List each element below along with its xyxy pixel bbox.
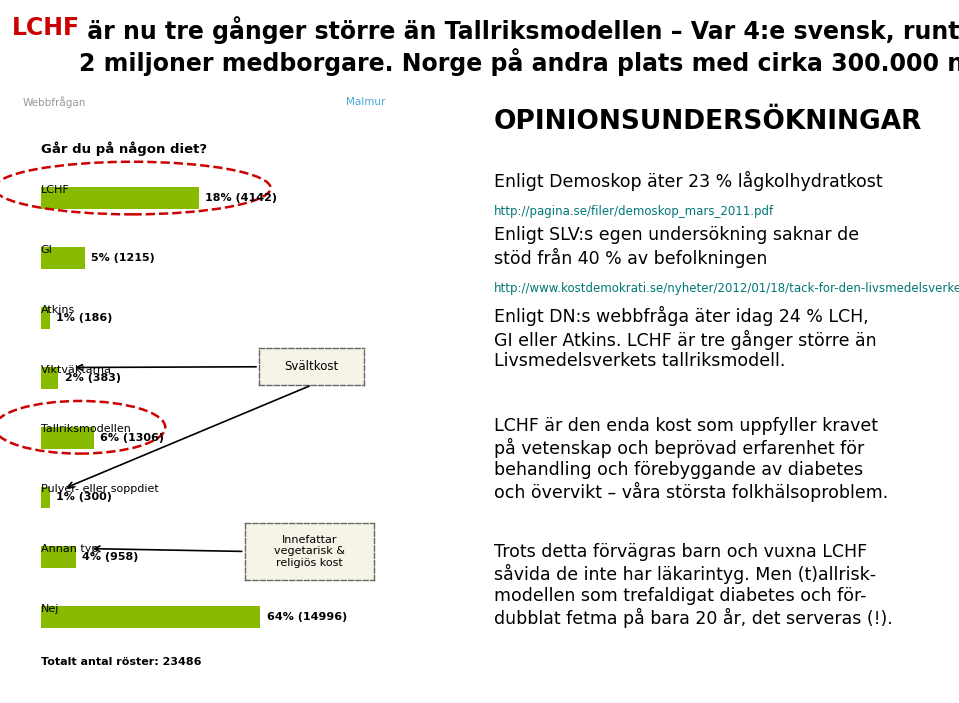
Text: 1% (186): 1% (186) (56, 313, 112, 323)
Text: Webbfrågan: Webbfrågan (23, 96, 86, 108)
Text: Pulver- eller soppdiet: Pulver- eller soppdiet (41, 484, 158, 494)
Text: GI: GI (41, 245, 53, 255)
Text: LCHF: LCHF (41, 185, 70, 195)
FancyBboxPatch shape (41, 307, 50, 329)
Text: OPINIONSUNDERSÖKNINGAR: OPINIONSUNDERSÖKNINGAR (494, 110, 923, 136)
Text: 18% (4142): 18% (4142) (205, 193, 277, 203)
Text: Enligt DN:s webbfråga äter idag 24 % LCH,
GI eller Atkins. LCHF är tre gånger st: Enligt DN:s webbfråga äter idag 24 % LCH… (494, 307, 877, 370)
Text: LCHF är den enda kost som uppfyller kravet
på vetenskap och beprövad erfarenhet : LCHF är den enda kost som uppfyller krav… (494, 417, 888, 503)
Text: Stäng ⨯: Stäng ⨯ (404, 97, 446, 107)
Text: Nej: Nej (41, 604, 59, 614)
Text: 5% (1215): 5% (1215) (91, 253, 154, 263)
Text: Innefattar
vegetarisk &
religiös kost: Innefattar vegetarisk & religiös kost (273, 535, 345, 568)
FancyBboxPatch shape (41, 427, 94, 449)
Text: Annan typ: Annan typ (41, 544, 98, 554)
Text: 6% (1306): 6% (1306) (100, 432, 164, 443)
Text: Atkins: Atkins (41, 305, 75, 315)
Text: Går du på någon diet?: Går du på någon diet? (41, 142, 207, 157)
FancyBboxPatch shape (41, 606, 260, 628)
FancyBboxPatch shape (41, 188, 199, 209)
Text: Totalt antal röster: 23486: Totalt antal röster: 23486 (41, 657, 201, 666)
Text: 2% (383): 2% (383) (65, 373, 121, 383)
Text: Svältkost: Svältkost (285, 360, 339, 373)
Text: Viktväktarna: Viktväktarna (41, 365, 112, 375)
Text: 1% (300): 1% (300) (56, 493, 112, 503)
Text: Tallriksmodellen: Tallriksmodellen (41, 425, 130, 434)
Text: http://www.kostdemokrati.se/nyheter/2012/01/18/tack-for-den-livsmedelsverket/: http://www.kostdemokrati.se/nyheter/2012… (494, 282, 959, 295)
Text: Enligt Demoskop äter 23 % lågkolhydratkost: Enligt Demoskop äter 23 % lågkolhydratko… (494, 171, 882, 191)
FancyBboxPatch shape (41, 486, 50, 508)
Text: är nu tre gånger större än Tallriksmodellen – Var 4:e svensk, runt
2 miljoner me: är nu tre gånger större än Tallriksmodel… (79, 15, 959, 76)
Text: Enligt SLV:s egen undersökning saknar de
stöd från 40 % av befolkningen: Enligt SLV:s egen undersökning saknar de… (494, 226, 859, 268)
FancyBboxPatch shape (41, 546, 76, 568)
Text: LCHF: LCHF (12, 15, 80, 40)
Text: Malmur: Malmur (345, 97, 386, 107)
Text: 64% (14996): 64% (14996) (267, 612, 347, 622)
Text: Trots detta förvägras barn och vuxna LCHF
såvida de inte har läkarintyg. Men (t): Trots detta förvägras barn och vuxna LCH… (494, 543, 893, 628)
FancyBboxPatch shape (41, 367, 58, 389)
Text: DN 2012-03-14: DN 2012-03-14 (153, 97, 247, 107)
Text: http://pagina.se/filer/demoskop_mars_2011.pdf: http://pagina.se/filer/demoskop_mars_201… (494, 205, 774, 218)
FancyBboxPatch shape (41, 247, 84, 269)
Text: 4% (958): 4% (958) (82, 553, 139, 562)
